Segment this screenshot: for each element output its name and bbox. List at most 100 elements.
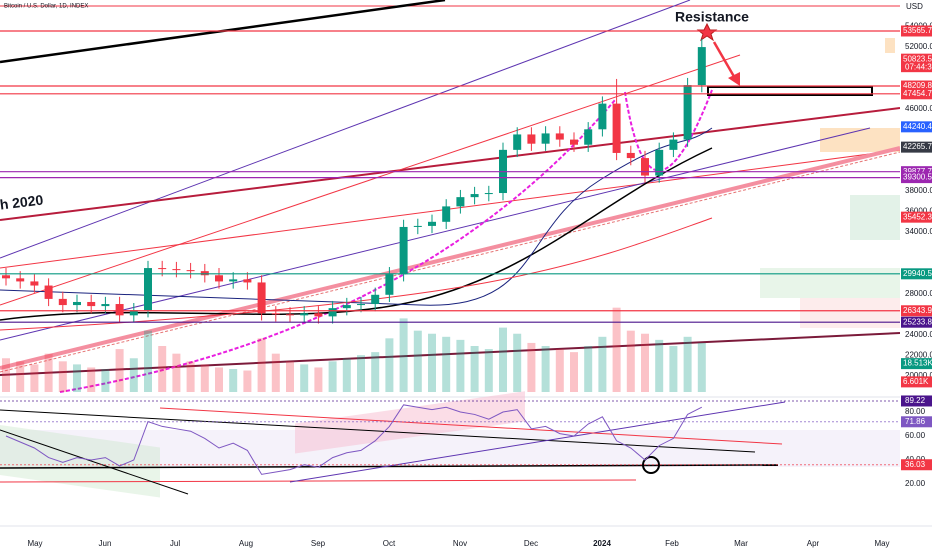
volume-bar [612,307,621,392]
candle-body [626,152,635,159]
candle-body [456,197,465,207]
x-tick-label: Oct [383,539,396,548]
trendline [0,146,900,370]
volume-label-bg [901,358,932,370]
volume-profile [885,38,895,53]
candle-body [385,274,394,295]
volume-bar [655,339,664,392]
y-tick-label: 28000.00 [905,289,932,298]
candle-body [129,310,138,316]
rsi-drawings [0,391,786,498]
volume-bar [200,364,209,392]
price-label: 53565.77 [903,26,932,35]
price-label: 48209.88 [903,81,932,90]
moving-average [0,217,713,331]
candle-body [215,275,223,282]
candle-body [399,226,408,275]
volume-bar [484,349,493,392]
rsi-pane [0,400,900,475]
volume-bar [215,367,223,392]
volume-bar [541,346,550,392]
volume-bar [470,346,479,392]
volume-bar [243,370,252,392]
volume-bar [428,333,436,392]
candle-body [115,304,124,316]
volume-bar [413,330,422,392]
candle-body [186,270,195,272]
trendline [159,407,783,445]
rsi-label: 89.22 [905,396,926,405]
candle-body [314,313,323,317]
y-tick-label: 46000.00 [905,104,932,113]
volume-bar [570,352,578,392]
price-label: 29940.59 [903,269,932,278]
volume-bar [271,353,280,392]
candle-body [442,206,451,222]
rsi-tick-label: 20.00 [905,479,926,488]
volume-label-bg [901,376,932,388]
x-tick-label: Jul [170,539,180,548]
price-label: 39877.79 [903,167,932,176]
volume-bar [101,369,110,392]
countdown: 07:44:34 [905,62,932,71]
x-tick-label: Feb [665,539,679,548]
candles [2,38,706,392]
rsi-line [5,404,703,475]
rsi-label-bg [901,459,932,471]
y-tick-label: 24000.00 [905,330,932,339]
volume-bar [683,336,692,392]
price-label: 42265.77 [903,142,932,151]
candle-body [286,314,294,316]
volume-profile [850,195,900,240]
price-label: 26343.92 [903,306,932,315]
rsi-label: 71.86 [905,417,926,426]
x-tick-label: Aug [239,539,253,548]
volume-bar [16,361,25,392]
volume-bar [357,355,365,392]
circle [642,456,660,474]
volume-bar [257,338,266,392]
y-tick-label: 22000.00 [905,351,932,360]
volume-bar [44,353,53,392]
arrow-head [728,72,740,86]
volume-bar [186,361,195,392]
candle-body [172,269,181,271]
volume-bar [598,336,607,392]
price-label: 44240.42 [903,122,932,131]
candle-body [357,304,365,306]
candle-body [527,134,536,144]
volume-profile [800,298,900,328]
candle-body [300,313,309,316]
candle-body [243,279,252,283]
candle-body [200,271,209,276]
candle-body [158,268,167,270]
y-tick-label: 36000.00 [905,207,932,216]
x-tick-label: May [874,539,889,548]
y-tick-label: 52000.00 [905,42,932,51]
trendline [0,0,691,259]
candle-body [541,133,550,144]
x-tick-label: Dec [524,539,538,548]
y-tick-label: 20000.00 [905,371,932,380]
volume-profile [760,268,900,298]
candle-body [229,279,238,282]
price-label-bg [901,141,932,153]
volume-label: 6.601K [903,377,929,386]
trendline [0,107,900,221]
candle-body [683,85,692,140]
candle-body [655,149,664,176]
candle-body [470,194,479,198]
trendline [0,54,741,306]
volume-bar [641,333,649,392]
volume-bar [669,346,678,392]
price-label-bg [901,53,932,65]
candle-body [697,47,706,86]
price-label-bg [901,88,932,100]
volume-bar [158,346,167,392]
candle-body [413,225,422,227]
x-tick-label: Nov [453,539,467,548]
target-box [707,86,873,96]
volume-bar [499,327,507,392]
rsi-label-bg [901,416,932,428]
trend-label: h 2020 [0,191,44,212]
